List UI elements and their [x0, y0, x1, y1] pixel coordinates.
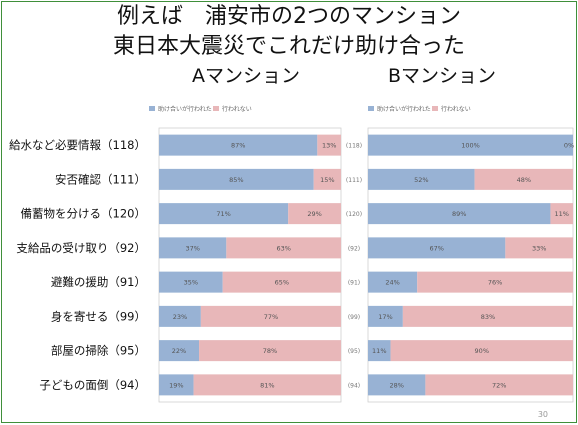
chart-0-bar-helped-3: [159, 237, 227, 259]
chart-0-side-value-6: (95): [348, 348, 360, 355]
chart-0-value-not-helped-7: 81%: [260, 381, 274, 389]
chart-0-value-helped-4: 35%: [184, 279, 198, 287]
chart-0-category-label-0: 給水など必要情報（118）: [9, 138, 146, 152]
chart-1-legend-label-0: 助け合いが行われた: [377, 105, 431, 113]
chart-0-value-not-helped-0: 13%: [322, 142, 336, 150]
chart-1-bar-helped-5: [368, 305, 403, 327]
chart-0-bar-helped-7: [159, 374, 194, 396]
chart-0-bar-not-helped-4: [222, 271, 341, 293]
chart-0-bar-not-helped-5: [200, 305, 341, 327]
chart-0-bar-helped-1: [159, 168, 314, 190]
chart-0-bar-helped-2: [159, 203, 289, 225]
chart-1-bar-not-helped-3: [505, 237, 573, 259]
chart-0-value-not-helped-4: 65%: [275, 279, 289, 287]
chart-0-value-helped-6: 22%: [172, 347, 186, 355]
chart-1-value-not-helped-4: 76%: [488, 279, 502, 287]
chart-b-title: Bマンション: [388, 65, 497, 87]
page-number: 30: [537, 410, 548, 419]
chart-0-value-helped-7: 19%: [169, 381, 183, 389]
chart-0-category-label-2: 備蓄物を分ける（120）: [21, 207, 146, 221]
chart-0-value-helped-2: 71%: [216, 210, 230, 218]
chart-0-side-value-7: (94): [348, 382, 360, 389]
chart-1-value-helped-0: 100%: [461, 142, 480, 150]
chart-1-value-not-helped-6: 90%: [475, 347, 489, 355]
chart-0-bar-not-helped-2: [288, 203, 341, 225]
slide-title-line2: 東日本大震災でこれだけ助け合った: [112, 34, 465, 59]
chart-1-value-helped-5: 17%: [378, 313, 392, 321]
chart-0-category-label-1: 安否確認（111）: [55, 172, 146, 186]
chart-0-value-not-helped-3: 63%: [276, 244, 290, 252]
chart-1-value-helped-4: 24%: [385, 279, 399, 287]
chart-0-legend-swatch-0: [149, 106, 155, 111]
chart-1-value-not-helped-0: 0%: [564, 142, 574, 150]
chart-1-bar-not-helped-7: [425, 374, 573, 396]
slide-title-line1: 例えば 浦安市の2つのマンション: [117, 4, 461, 29]
chart-0-bar-not-helped-7: [193, 374, 341, 396]
chart-0-value-helped-0: 87%: [231, 142, 245, 150]
chart-1-bar-helped-6: [368, 340, 391, 362]
chart-0-bar-not-helped-1: [313, 168, 341, 190]
chart-0-legend-label-1: 行われない: [222, 105, 252, 113]
chart-0-bar-not-helped-3: [226, 237, 341, 259]
chart-1-value-helped-3: 67%: [429, 244, 443, 252]
chart-0-side-value-4: (91): [348, 280, 360, 287]
chart-1-value-helped-2: 89%: [452, 210, 466, 218]
chart-1-bar-not-helped-5: [402, 305, 573, 327]
chart-0-side-value-3: (92): [348, 245, 360, 252]
chart-0-side-value-1: (111): [346, 177, 362, 184]
chart-0-category-label-6: 部屋の掃除（95）: [51, 344, 146, 358]
chart-0-value-not-helped-6: 78%: [263, 347, 277, 355]
chart-1-legend-swatch-1: [432, 106, 438, 111]
chart-1-value-helped-6: 11%: [372, 347, 386, 355]
chart-0-bar-helped-6: [159, 340, 200, 362]
chart-0-value-not-helped-1: 15%: [320, 176, 334, 184]
chart-1-legend-swatch-0: [368, 106, 374, 111]
chart-0-value-not-helped-5: 77%: [264, 313, 278, 321]
chart-0-value-helped-5: 23%: [173, 313, 187, 321]
chart-1-bar-helped-4: [368, 271, 418, 293]
chart-0-bar-helped-5: [159, 305, 201, 327]
chart-1-value-not-helped-2: 11%: [554, 210, 568, 218]
chart-0-category-label-5: 身を寄せる（99）: [51, 309, 146, 323]
chart-1-value-not-helped-3: 33%: [532, 244, 546, 252]
chart-1-value-not-helped-7: 72%: [492, 381, 506, 389]
chart-1-bar-helped-7: [368, 374, 426, 396]
chart-0-bar-not-helped-6: [199, 340, 341, 362]
chart-0-bar-not-helped-0: [317, 134, 341, 156]
chart-0-bar-helped-4: [159, 271, 223, 293]
chart-0-value-helped-3: 37%: [185, 244, 199, 252]
chart-0-category-label-7: 子どもの面倒（94）: [39, 378, 146, 392]
chart-0-value-not-helped-2: 29%: [307, 210, 321, 218]
chart-0-legend-swatch-1: [213, 106, 219, 111]
chart-1-bar-not-helped-4: [417, 271, 573, 293]
chart-0-category-label-3: 支給品の受け取り（92）: [16, 241, 146, 255]
chart-1-bar-helped-1: [368, 168, 475, 190]
chart-a-title: Aマンション: [192, 65, 300, 87]
chart-0-value-helped-1: 85%: [229, 176, 243, 184]
chart-1-value-not-helped-5: 83%: [481, 313, 495, 321]
chart-0-legend-label-0: 助け合いが行われた: [158, 105, 212, 113]
chart-1-legend-label-1: 行われない: [441, 105, 471, 113]
chart-1-bar-helped-0: [368, 134, 573, 156]
chart-0-side-value-0: (118): [346, 143, 362, 150]
chart-1-value-not-helped-1: 48%: [517, 176, 531, 184]
chart-0-plot-frame: [158, 127, 342, 403]
chart-1-plot-frame: [367, 127, 574, 403]
chart-0-category-label-4: 避難の援助（91）: [51, 275, 146, 289]
chart-1-bar-helped-2: [368, 203, 551, 225]
chart-0-side-value-5: (99): [348, 314, 360, 321]
chart-1-bar-not-helped-1: [474, 168, 573, 190]
chart-1-bar-helped-3: [368, 237, 506, 259]
chart-0-side-value-2: (120): [346, 211, 362, 218]
chart-1-bar-not-helped-2: [550, 203, 573, 225]
chart-0-bar-helped-0: [159, 134, 318, 156]
chart-1-value-helped-7: 28%: [389, 381, 403, 389]
chart-1-bar-not-helped-6: [390, 340, 573, 362]
chart-1-value-helped-1: 52%: [414, 176, 428, 184]
